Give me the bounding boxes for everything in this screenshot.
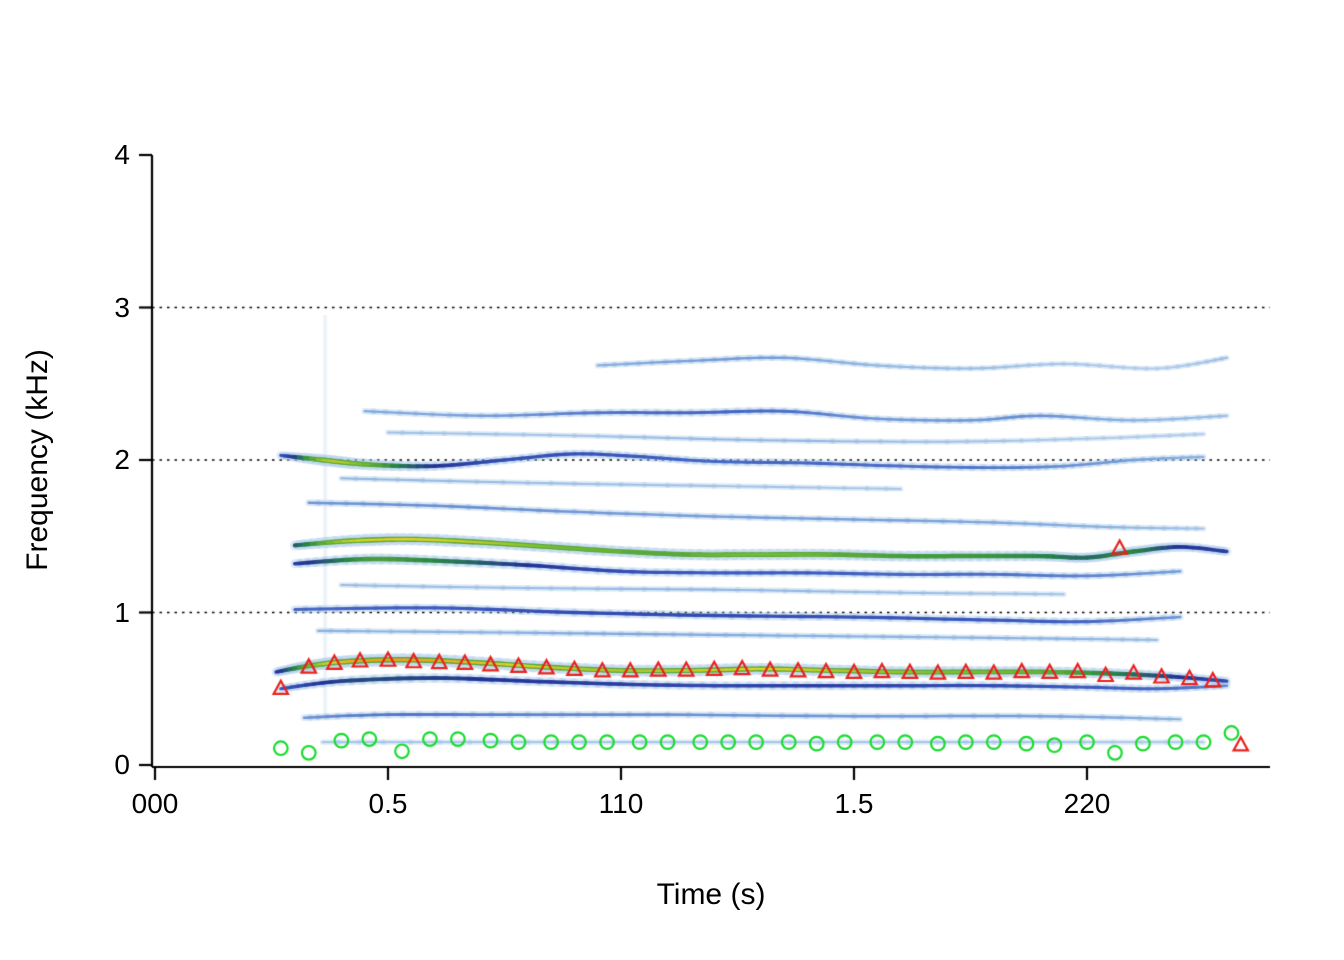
x-axis-title: Time (s): [656, 878, 766, 911]
y-axis-title: Frequency (kHz): [21, 349, 54, 571]
